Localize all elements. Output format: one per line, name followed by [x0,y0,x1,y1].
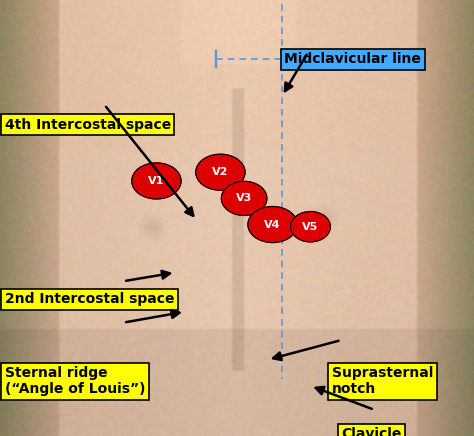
Text: V5: V5 [302,222,319,232]
Text: 2nd Intercostal space: 2nd Intercostal space [5,292,174,306]
Text: Sternal ridge
(“Angle of Louis”): Sternal ridge (“Angle of Louis”) [5,366,145,396]
Ellipse shape [132,163,181,199]
Ellipse shape [248,207,297,242]
Ellipse shape [221,181,267,215]
Text: Clavicle: Clavicle [341,427,401,436]
Text: V1: V1 [148,176,164,186]
Text: V4: V4 [264,220,281,229]
Text: V3: V3 [236,194,252,203]
Ellipse shape [291,211,330,242]
Text: Midclavicular line: Midclavicular line [284,52,421,66]
Text: Suprasternal
notch: Suprasternal notch [332,366,433,396]
Text: V2: V2 [212,167,228,177]
Text: 4th Intercostal space: 4th Intercostal space [5,118,171,132]
Ellipse shape [196,154,245,190]
